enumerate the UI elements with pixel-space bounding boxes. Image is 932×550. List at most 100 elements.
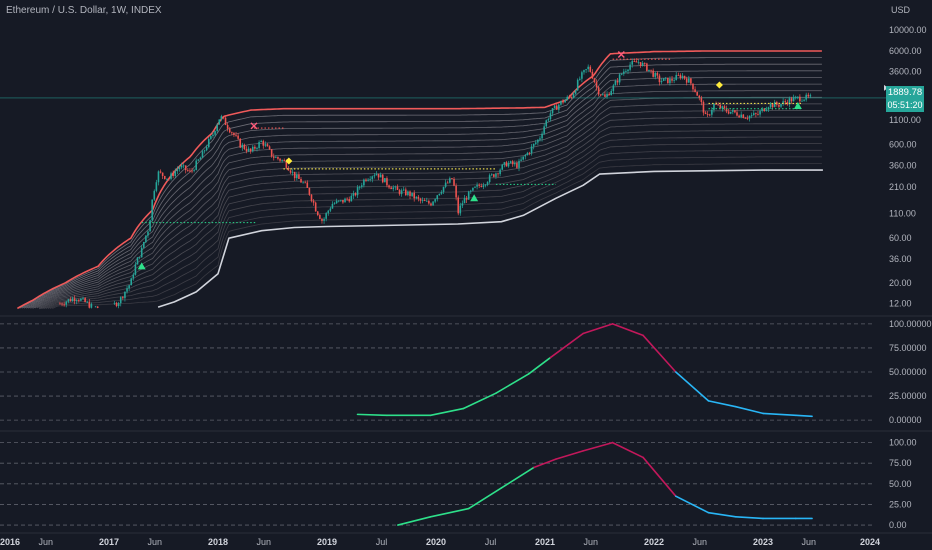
candle-body — [675, 74, 678, 81]
candle-body — [503, 162, 506, 165]
candle-body — [472, 187, 474, 191]
candle-body — [371, 176, 374, 180]
candle-body — [755, 113, 757, 115]
signal-diamond-icon — [715, 81, 723, 89]
candle-body — [696, 92, 698, 96]
x-tick-label: Jun — [584, 537, 599, 547]
candle-body — [438, 193, 441, 196]
osc-segment-osc1 — [734, 405, 764, 415]
candle-body — [623, 71, 625, 74]
candle-body — [444, 182, 447, 187]
ribbon-band-line — [21, 63, 822, 309]
candle-body — [258, 141, 260, 149]
candle-body — [677, 74, 680, 76]
candle-body — [157, 171, 160, 183]
candle-body — [474, 186, 476, 188]
ribbon-band-line — [52, 163, 822, 309]
candle-body — [184, 165, 187, 171]
candle-body — [560, 100, 562, 105]
candle-body — [319, 215, 321, 219]
y-tick-label-main: 3600.00 — [889, 67, 922, 77]
candle-body — [509, 161, 512, 163]
candle-body — [809, 95, 812, 97]
x-tick-label: 2024 — [860, 537, 880, 547]
ribbon-band-line — [34, 103, 822, 309]
y-tick-label-osc1: 50.00000 — [889, 367, 927, 377]
candle-body — [451, 178, 453, 180]
ribbon-band-line — [45, 143, 822, 309]
buy-signal-triangle-icon — [470, 194, 479, 202]
candle-body — [170, 173, 172, 179]
candle-body — [488, 175, 491, 183]
candle-body — [346, 198, 348, 200]
candle-body — [417, 196, 420, 199]
osc-segment-osc2 — [467, 487, 503, 510]
candle-body — [664, 77, 667, 79]
candle-body — [207, 138, 210, 148]
candle-body — [442, 186, 445, 192]
y-tick-label-osc1: 0.00000 — [889, 415, 922, 425]
y-tick-label-osc1: 25.00000 — [889, 391, 927, 401]
candle-body — [245, 149, 248, 152]
y-tick-label-main: 12.00 — [889, 299, 912, 309]
x-tick-label: Jun — [693, 537, 708, 547]
candle-body — [402, 189, 405, 191]
candle-body — [486, 182, 489, 185]
candle-body — [589, 66, 592, 72]
candle-body — [614, 80, 617, 86]
candle-body — [134, 264, 137, 275]
candle-body — [358, 186, 361, 188]
y-tick-label-main: 6000.00 — [889, 46, 922, 56]
osc-segment-osc2 — [533, 458, 557, 469]
candle-body — [314, 202, 317, 212]
osc-segment-osc2 — [500, 466, 535, 489]
candle-body — [182, 165, 185, 167]
candle-body — [350, 195, 353, 202]
candle-body — [790, 98, 793, 102]
candle-body — [792, 97, 795, 102]
candle-body — [84, 298, 86, 302]
candle-body — [534, 142, 537, 144]
candle-body — [216, 124, 218, 131]
candle-body — [363, 179, 365, 186]
candle-body — [771, 103, 774, 108]
y-tick-label-main: 600.00 — [889, 140, 917, 150]
candle-body — [687, 78, 690, 83]
ribbon-band-line — [49, 156, 822, 309]
candle-body — [279, 158, 281, 161]
candle-body — [671, 78, 673, 81]
candle-body — [585, 69, 587, 71]
candle-body — [266, 144, 269, 147]
candle-body — [700, 97, 703, 102]
osc-segment-osc2 — [611, 441, 644, 459]
y-tick-label-main: 360.00 — [889, 160, 917, 170]
candle-body — [65, 301, 68, 305]
candle-body — [373, 175, 376, 177]
candle-body — [86, 301, 88, 303]
osc-segment-osc1 — [674, 371, 710, 402]
osc-segment-osc2 — [397, 516, 432, 526]
bar-countdown: 05:51:20 — [887, 100, 923, 110]
candle-body — [620, 73, 623, 75]
candle-body — [807, 94, 810, 97]
candle-body — [629, 64, 631, 70]
x-tick-label: 2022 — [644, 537, 664, 547]
osc-segment-osc1 — [527, 356, 552, 375]
candle-body — [69, 299, 72, 302]
ribbon-band-line — [26, 77, 822, 309]
candle-body — [725, 108, 728, 112]
candle-body — [553, 105, 556, 109]
osc-segment-osc1 — [762, 412, 797, 417]
candle-body — [337, 200, 340, 202]
candle-body — [159, 171, 162, 173]
candle-body — [348, 199, 351, 202]
candle-body — [499, 169, 501, 175]
candle-body — [564, 99, 566, 103]
candle-body — [405, 189, 407, 196]
candle-body — [773, 101, 776, 108]
candle-body — [176, 169, 179, 172]
candle-body — [256, 148, 258, 149]
candle-body — [505, 162, 508, 167]
